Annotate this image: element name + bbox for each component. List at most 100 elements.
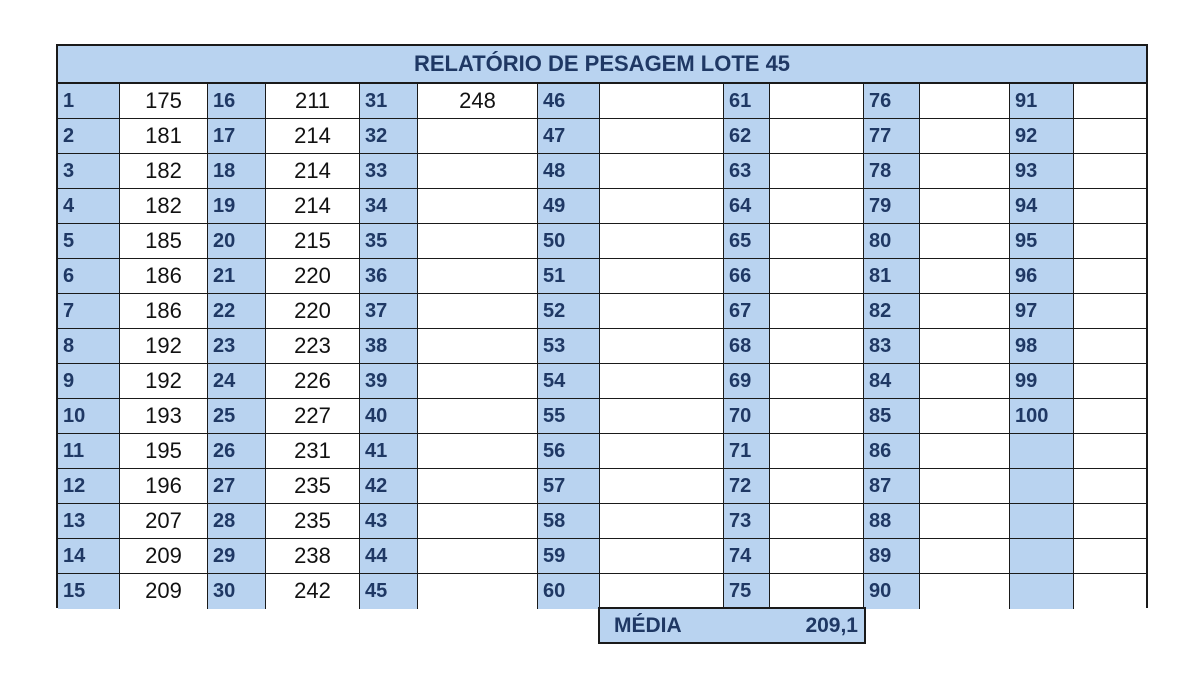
item-number-cell: 72 — [724, 469, 770, 504]
weight-value-cell: 223 — [266, 329, 360, 364]
weight-value-cell — [770, 434, 864, 469]
item-number-cell: 41 — [360, 434, 418, 469]
weight-value-cell — [418, 189, 538, 224]
item-number-cell: 17 — [208, 119, 266, 154]
item-number-cell: 73 — [724, 504, 770, 539]
weight-value-cell — [418, 224, 538, 259]
weight-value-cell — [920, 399, 1010, 434]
weight-value-cell: 182 — [120, 154, 208, 189]
item-number-cell: 23 — [208, 329, 266, 364]
item-number-cell: 92 — [1010, 119, 1074, 154]
item-number-cell: 80 — [864, 224, 920, 259]
weight-value-cell: 227 — [266, 399, 360, 434]
item-number-cell: 45 — [360, 574, 418, 609]
item-number-cell: 51 — [538, 259, 600, 294]
weight-value-cell — [770, 574, 864, 609]
item-number-cell: 48 — [538, 154, 600, 189]
item-number-cell — [1010, 574, 1074, 609]
weight-value-cell: 231 — [266, 434, 360, 469]
item-number-cell: 6 — [58, 259, 120, 294]
weight-value-cell — [770, 329, 864, 364]
weight-value-cell — [920, 224, 1010, 259]
weight-value-cell — [920, 329, 1010, 364]
weight-value-cell: 248 — [418, 84, 538, 119]
item-number-cell: 81 — [864, 259, 920, 294]
weight-value-cell — [920, 469, 1010, 504]
weight-value-cell — [418, 294, 538, 329]
item-number-cell: 68 — [724, 329, 770, 364]
weight-value-cell — [418, 154, 538, 189]
item-number-cell: 39 — [360, 364, 418, 399]
item-number-cell: 75 — [724, 574, 770, 609]
weight-value-cell — [920, 154, 1010, 189]
weight-value-cell — [1074, 539, 1146, 574]
weight-value-cell: 220 — [266, 259, 360, 294]
item-number-cell: 60 — [538, 574, 600, 609]
item-number-cell: 38 — [360, 329, 418, 364]
weight-value-cell — [920, 574, 1010, 609]
item-number-cell: 83 — [864, 329, 920, 364]
weight-value-cell — [920, 189, 1010, 224]
item-number-cell: 40 — [360, 399, 418, 434]
item-number-cell: 36 — [360, 259, 418, 294]
item-number-cell: 15 — [58, 574, 120, 609]
weight-value-cell — [1074, 259, 1146, 294]
weight-value-cell: 215 — [266, 224, 360, 259]
item-number-cell: 32 — [360, 119, 418, 154]
weight-value-cell: 226 — [266, 364, 360, 399]
weight-value-cell — [600, 574, 724, 609]
weight-value-cell — [600, 189, 724, 224]
weight-value-cell — [600, 539, 724, 574]
weight-value-cell: 209 — [120, 539, 208, 574]
item-number-cell — [1010, 539, 1074, 574]
item-number-cell: 25 — [208, 399, 266, 434]
item-number-cell: 96 — [1010, 259, 1074, 294]
weight-value-cell — [920, 294, 1010, 329]
item-number-cell: 93 — [1010, 154, 1074, 189]
item-number-cell: 31 — [360, 84, 418, 119]
item-number-cell: 76 — [864, 84, 920, 119]
item-number-cell: 47 — [538, 119, 600, 154]
item-number-cell: 35 — [360, 224, 418, 259]
item-number-cell: 26 — [208, 434, 266, 469]
weight-value-cell — [600, 434, 724, 469]
weight-value-cell: 193 — [120, 399, 208, 434]
weight-value-cell — [770, 224, 864, 259]
weight-value-cell — [600, 364, 724, 399]
item-number-cell — [1010, 434, 1074, 469]
weight-value-cell — [600, 84, 724, 119]
weight-value-cell: 220 — [266, 294, 360, 329]
weight-value-cell — [418, 119, 538, 154]
weight-value-cell: 211 — [266, 84, 360, 119]
item-number-cell: 59 — [538, 539, 600, 574]
weight-value-cell: 175 — [120, 84, 208, 119]
weight-value-cell: 192 — [120, 329, 208, 364]
weight-value-cell: 209 — [120, 574, 208, 609]
item-number-cell: 97 — [1010, 294, 1074, 329]
weight-value-cell: 242 — [266, 574, 360, 609]
weight-value-cell — [418, 434, 538, 469]
item-number-cell: 79 — [864, 189, 920, 224]
item-number-cell: 65 — [724, 224, 770, 259]
weight-value-cell — [600, 119, 724, 154]
item-number-cell: 1 — [58, 84, 120, 119]
weight-value-cell — [600, 224, 724, 259]
item-number-cell: 66 — [724, 259, 770, 294]
weight-value-cell: 214 — [266, 119, 360, 154]
item-number-cell: 95 — [1010, 224, 1074, 259]
weight-value-cell — [418, 469, 538, 504]
item-number-cell: 5 — [58, 224, 120, 259]
item-number-cell: 20 — [208, 224, 266, 259]
item-number-cell: 43 — [360, 504, 418, 539]
weight-value-cell — [1074, 574, 1146, 609]
weight-value-cell — [920, 504, 1010, 539]
item-number-cell: 78 — [864, 154, 920, 189]
item-number-cell: 16 — [208, 84, 266, 119]
weight-value-cell — [600, 329, 724, 364]
weight-value-cell: 181 — [120, 119, 208, 154]
weighing-report-table: RELATÓRIO DE PESAGEM LOTE 45 1 175 16 211 31… — [56, 44, 1148, 608]
weight-value-cell: 235 — [266, 469, 360, 504]
weight-value-cell: 196 — [120, 469, 208, 504]
item-number-cell: 74 — [724, 539, 770, 574]
item-number-cell: 44 — [360, 539, 418, 574]
